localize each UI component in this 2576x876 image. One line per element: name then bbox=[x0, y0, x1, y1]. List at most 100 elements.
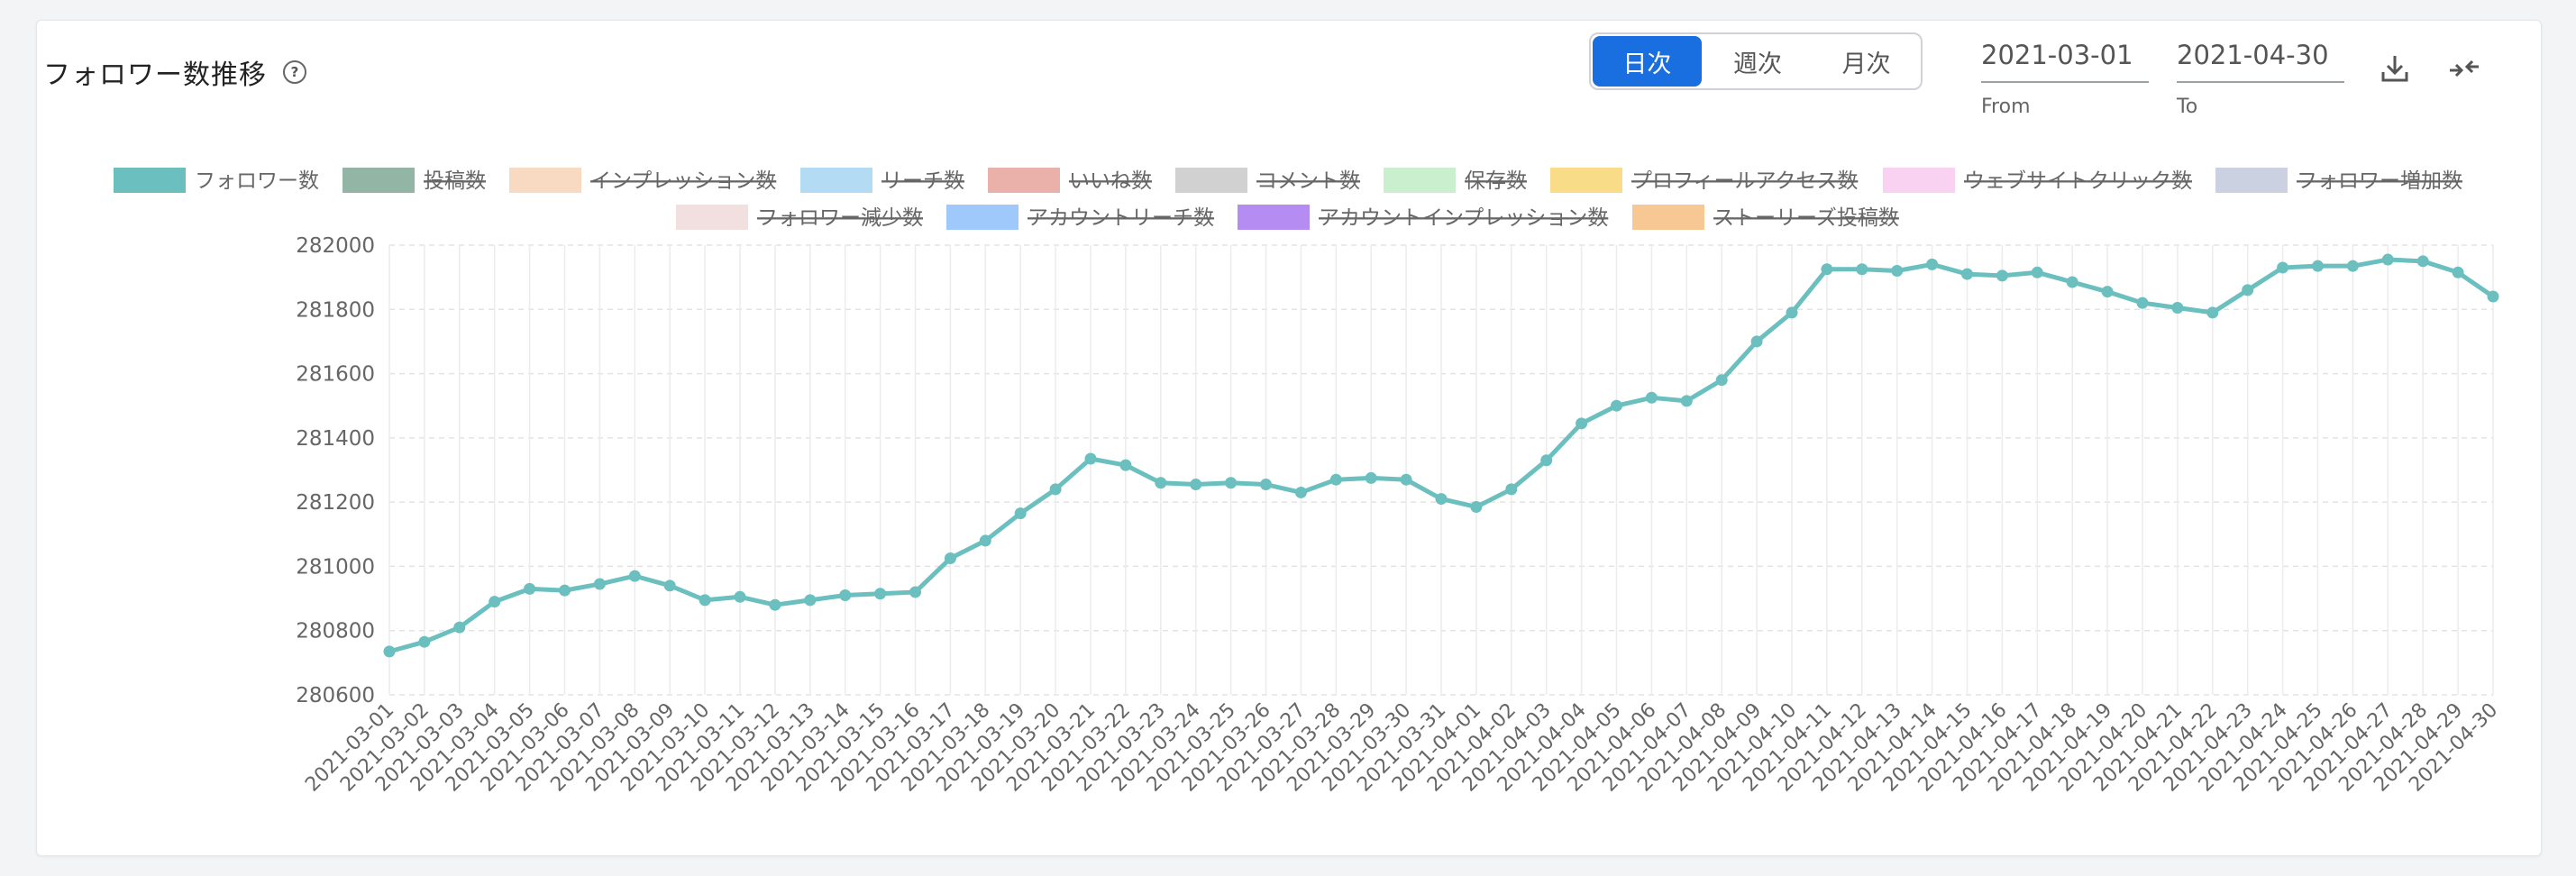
y-axis: 280600 280800 281000 281200 281400 281600 2818… bbox=[296, 234, 375, 707]
data-point bbox=[524, 582, 536, 595]
legend-item[interactable]: ストーリーズ投稿数 bbox=[1632, 205, 1899, 230]
y-tick-label: 281200 bbox=[296, 491, 375, 515]
y-tick-label: 280600 bbox=[296, 684, 375, 707]
legend-swatch bbox=[1238, 205, 1310, 230]
legend-label: フォロワー数 bbox=[195, 169, 319, 193]
y-tick-label: 281600 bbox=[296, 363, 375, 387]
to-date-field[interactable]: 2021-04-30 To bbox=[2177, 40, 2344, 118]
data-point bbox=[2346, 260, 2359, 272]
data-point bbox=[1821, 263, 1833, 276]
data-point bbox=[1329, 473, 1342, 486]
data-point bbox=[1540, 454, 1553, 467]
legend-label: プロフィールアクセス数 bbox=[1631, 169, 1858, 193]
legend-label: コメント数 bbox=[1256, 169, 1360, 193]
data-point bbox=[1049, 483, 1062, 496]
legend-label: 投稿数 bbox=[424, 169, 486, 193]
data-point bbox=[593, 578, 606, 590]
page-title: フォロワー数推移 bbox=[43, 59, 267, 91]
legend-item[interactable]: フォロワー数 bbox=[114, 168, 319, 193]
data-point bbox=[2277, 261, 2289, 274]
legend-swatch bbox=[1175, 168, 1247, 193]
data-point bbox=[1926, 258, 1939, 270]
data-point bbox=[1856, 263, 1868, 276]
data-point bbox=[699, 594, 711, 607]
data-point bbox=[1645, 391, 1658, 404]
data-point bbox=[734, 590, 746, 603]
data-point bbox=[1190, 479, 1202, 491]
data-point bbox=[453, 621, 466, 634]
legend-label: フォロワー増加数 bbox=[2297, 169, 2462, 193]
legend-item[interactable]: リーチ数 bbox=[800, 168, 964, 193]
legend-label: リーチ数 bbox=[882, 169, 964, 193]
data-point bbox=[489, 596, 501, 608]
data-point bbox=[2312, 260, 2324, 272]
data-point bbox=[559, 584, 571, 597]
collapse-arrows-icon[interactable] bbox=[2446, 50, 2482, 87]
legend-label: 保存数 bbox=[1465, 169, 1527, 193]
data-point bbox=[2066, 276, 2078, 288]
legend-swatch bbox=[2215, 168, 2288, 193]
legend-item[interactable]: 投稿数 bbox=[343, 168, 486, 193]
x-axis: 2021-03-012021-03-022021-03-032021-03-04… bbox=[301, 699, 2502, 797]
data-point bbox=[2452, 266, 2464, 278]
legend-label: インプレッション数 bbox=[590, 169, 776, 193]
legend-item[interactable]: インプレッション数 bbox=[509, 168, 776, 193]
data-point bbox=[1996, 269, 2008, 282]
legend-item[interactable]: プロフィールアクセス数 bbox=[1550, 168, 1858, 193]
data-point bbox=[1576, 417, 1588, 430]
download-icon[interactable] bbox=[2377, 50, 2413, 87]
legend-item[interactable]: アカウントリーチ数 bbox=[946, 205, 1214, 230]
data-point bbox=[909, 586, 921, 598]
legend-label: フォロワー減少数 bbox=[757, 206, 923, 230]
data-point bbox=[1680, 395, 1693, 407]
data-point bbox=[1715, 374, 1728, 387]
y-tick-label: 280800 bbox=[296, 620, 375, 643]
data-point bbox=[383, 645, 396, 658]
data-point bbox=[1294, 486, 1307, 498]
to-date-input[interactable]: 2021-04-30 bbox=[2177, 40, 2344, 83]
data-point bbox=[1961, 268, 1973, 280]
legend-swatch bbox=[676, 205, 748, 230]
data-point bbox=[1119, 459, 1132, 471]
data-point bbox=[1365, 471, 1377, 484]
legend-label: アカウントリーチ数 bbox=[1028, 206, 1214, 230]
data-point bbox=[2136, 297, 2149, 309]
y-tick-label: 282000 bbox=[296, 234, 375, 258]
legend-swatch bbox=[988, 168, 1060, 193]
chart-series bbox=[383, 253, 2499, 658]
data-point bbox=[663, 579, 676, 592]
legend-item[interactable]: 保存数 bbox=[1384, 168, 1527, 193]
data-point bbox=[1505, 483, 1518, 496]
from-date-field[interactable]: 2021-03-01 From bbox=[1981, 40, 2149, 118]
legend-swatch bbox=[114, 168, 186, 193]
legend-item[interactable]: アカウントインプレッション数 bbox=[1238, 205, 1608, 230]
from-date-input[interactable]: 2021-03-01 bbox=[1981, 40, 2149, 83]
chart-grid bbox=[388, 244, 2494, 696]
to-date-label: To bbox=[2177, 96, 2198, 118]
legend-item[interactable]: コメント数 bbox=[1175, 168, 1360, 193]
period-monthly-button[interactable]: 月次 bbox=[1841, 50, 1891, 78]
title-row: フォロワー数推移 ? bbox=[43, 52, 306, 92]
period-daily-button[interactable]: 日次 bbox=[1593, 36, 1702, 87]
data-point bbox=[2101, 286, 2114, 298]
legend-swatch bbox=[1632, 205, 1704, 230]
data-point bbox=[979, 534, 991, 547]
legend-item[interactable]: いいね数 bbox=[988, 168, 1152, 193]
question-circle-icon[interactable]: ? bbox=[283, 60, 306, 84]
legend-label: アカウントインプレッション数 bbox=[1319, 206, 1608, 230]
legend-item[interactable]: フォロワー増加数 bbox=[2215, 168, 2462, 193]
data-point bbox=[2242, 284, 2254, 297]
data-point bbox=[1750, 335, 1763, 348]
data-point bbox=[418, 635, 431, 648]
y-tick-label: 281800 bbox=[296, 298, 375, 322]
y-tick-label: 281000 bbox=[296, 555, 375, 579]
legend-item[interactable]: ウェブサイトクリック数 bbox=[1883, 168, 2192, 193]
data-point bbox=[2416, 255, 2429, 268]
legend-swatch bbox=[800, 168, 872, 193]
legend-label: ウェブサイトクリック数 bbox=[1964, 169, 2192, 193]
data-point bbox=[1260, 479, 1272, 491]
period-weekly-button[interactable]: 週次 bbox=[1733, 50, 1782, 78]
data-point bbox=[2206, 306, 2219, 319]
legend-item[interactable]: フォロワー減少数 bbox=[676, 205, 923, 230]
